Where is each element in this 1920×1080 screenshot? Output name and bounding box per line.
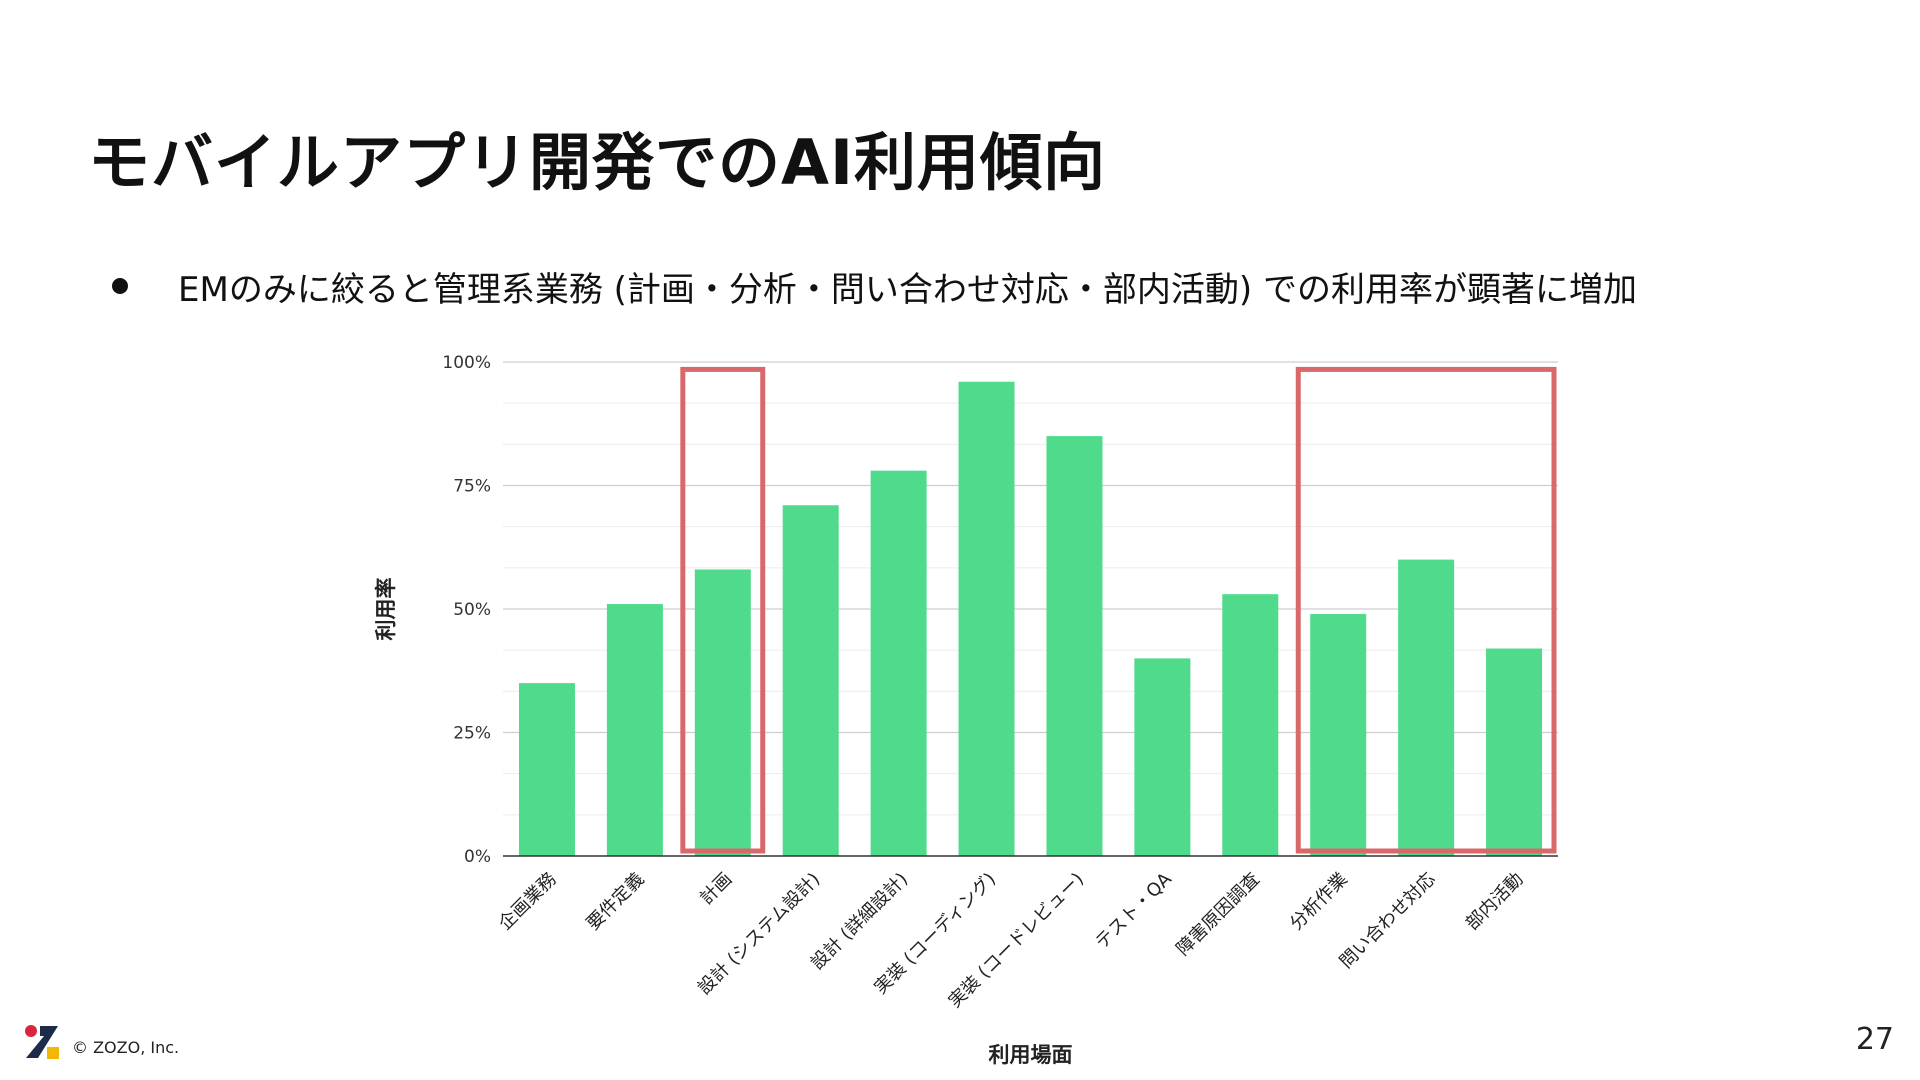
bullet-dot-icon (112, 278, 128, 294)
x-tick-label: 障害原因調査 (1173, 869, 1264, 960)
bar (782, 505, 839, 856)
bar (1398, 559, 1455, 856)
bar (1046, 436, 1103, 856)
y-tick-label: 0% (464, 847, 491, 867)
highlight-box (680, 366, 766, 854)
bullet-text: EMのみに絞ると管理系業務 (計画・分析・問い合わせ対応・部内活動) での利用率… (178, 269, 1637, 310)
logo-square (47, 1047, 59, 1059)
x-tick-label: 計画 (696, 869, 736, 909)
chart-highlights (680, 366, 1557, 854)
zozo-logo-icon (25, 1025, 59, 1059)
y-tick-label: 100% (442, 353, 491, 373)
x-tick-label: 問い合わせ対応 (1336, 869, 1440, 973)
bar (870, 470, 927, 856)
bar (606, 604, 663, 856)
x-tick-label: テスト・QA (1091, 868, 1176, 953)
chart-grid (503, 361, 1558, 816)
bar (1310, 613, 1367, 856)
x-tick-label: 要件定義 (583, 869, 649, 935)
x-tick-label: 企画業務 (495, 869, 561, 935)
bar (1222, 594, 1279, 856)
bar (518, 683, 575, 856)
highlight-box (1295, 366, 1557, 854)
logo-stroke (26, 1026, 58, 1058)
y-tick-label: 50% (453, 600, 491, 620)
logo-dot (25, 1025, 37, 1037)
page-number: 27 (1855, 1022, 1894, 1057)
x-axis-title: 利用場面 (989, 1043, 1073, 1067)
bar (1486, 648, 1543, 856)
y-tick-label: 25% (453, 724, 491, 744)
bullet-point: EMのみに絞ると管理系業務 (計画・分析・問い合わせ対応・部内活動) での利用率… (112, 262, 1637, 310)
y-axis-title: 利用率 (374, 578, 398, 641)
footer-copyright: © ZOZO, Inc. (72, 1038, 180, 1057)
chart-bars (518, 381, 1543, 856)
slide-title: モバイルアプリ開発でのAI利用傾向 (88, 126, 1107, 199)
x-tick-label: 部内活動 (1462, 869, 1528, 935)
bar (694, 569, 751, 856)
bar (1134, 658, 1191, 856)
x-tick-label: 分析作業 (1286, 869, 1352, 935)
bar (958, 381, 1015, 856)
y-tick-label: 75% (453, 477, 491, 497)
